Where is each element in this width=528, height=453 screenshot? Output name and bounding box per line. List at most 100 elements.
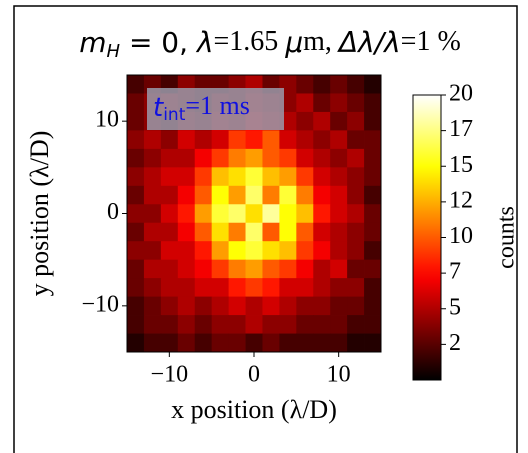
- heatmap-cell: [143, 204, 162, 224]
- heatmap-cell: [194, 259, 213, 279]
- heatmap-cell: [313, 333, 331, 353]
- heatmap-cell: [245, 315, 263, 334]
- heatmap-cell: [143, 315, 162, 334]
- heatmap-cell: [330, 259, 348, 279]
- heatmap-cell: [245, 185, 263, 205]
- heatmap-cell: [330, 130, 348, 150]
- title-part: H: [107, 41, 121, 62]
- y-tick-label: 10: [95, 107, 119, 133]
- heatmap-cell: [330, 185, 348, 205]
- heatmap-cell: [279, 296, 297, 316]
- heatmap-cell: [330, 296, 348, 316]
- heatmap-cell: [313, 130, 331, 150]
- heatmap-cell: [194, 204, 213, 224]
- heatmap-cell: [160, 241, 179, 261]
- heatmap-cell: [211, 296, 229, 316]
- heatmap-cell: [194, 296, 213, 316]
- heatmap-cell: [177, 222, 196, 242]
- heatmap-cell: [313, 222, 331, 242]
- heatmap-cell: [177, 167, 196, 187]
- heatmap-cell: [347, 259, 365, 279]
- heatmap-cell: [364, 241, 382, 261]
- heatmap-cell: [160, 222, 179, 242]
- heatmap-cell: [143, 259, 162, 279]
- heatmap-cell: [228, 222, 246, 242]
- heatmap-cell: [177, 204, 196, 224]
- heatmap-cell: [228, 241, 246, 261]
- heatmap-cell: [330, 333, 348, 353]
- heatmap-cell: [262, 222, 280, 242]
- heatmap-cell: [160, 333, 179, 353]
- colorbar-tick-label: 15: [449, 152, 473, 178]
- heatmap-cell: [347, 185, 365, 205]
- y-tick-label: −10: [81, 291, 119, 317]
- heatmap-cell: [313, 167, 331, 187]
- heatmap-cell: [245, 130, 263, 150]
- heatmap-cell: [279, 315, 297, 334]
- colorbar: [412, 94, 442, 381]
- heatmap-cell: [211, 315, 229, 334]
- heatmap-cell: [330, 75, 348, 94]
- heatmap-cell: [127, 93, 145, 113]
- heatmap-cell: [364, 148, 382, 168]
- heatmap-cell: [313, 148, 331, 168]
- heatmap-cell: [347, 333, 365, 353]
- heatmap-cell: [296, 278, 314, 297]
- heatmap-cell: [313, 241, 331, 261]
- heatmap-cell: [364, 222, 382, 242]
- annotation-part: int: [163, 105, 185, 125]
- title-part: m: [79, 26, 106, 59]
- heatmap-cell: [211, 333, 229, 353]
- heatmap-cell: [364, 259, 382, 279]
- heatmap-cell: [313, 278, 331, 297]
- heatmap-cell: [279, 333, 297, 353]
- heatmap-cell: [279, 278, 297, 297]
- heatmap-cell: [194, 333, 213, 353]
- heatmap-cell: [228, 148, 246, 168]
- heatmap-cell: [228, 278, 246, 297]
- heatmap-cell: [330, 241, 348, 261]
- heatmap-cell: [262, 130, 280, 150]
- heatmap-cell: [127, 296, 145, 316]
- annotation-part: =1 ms: [185, 91, 250, 120]
- heatmap-cell: [262, 148, 280, 168]
- heatmap-cell: [347, 111, 365, 131]
- heatmap-cell: [330, 315, 348, 334]
- heatmap-cell: [177, 315, 196, 334]
- heatmap-cell: [347, 278, 365, 297]
- heatmap-cell: [211, 278, 229, 297]
- heatmap-cell: [364, 75, 382, 94]
- heatmap-cell: [194, 278, 213, 297]
- heatmap-cell: [211, 222, 229, 242]
- title-part: λ: [195, 26, 214, 59]
- heatmap-cell: [177, 148, 196, 168]
- heatmap-cell: [143, 333, 162, 353]
- title-part: = 0,: [120, 26, 197, 59]
- heatmap-cell: [160, 167, 179, 187]
- heatmap-cell: [330, 278, 348, 297]
- colorbar-tick-label: 12: [449, 187, 473, 213]
- colorbar-tick-label: 7: [449, 259, 461, 285]
- annotation-box: [147, 88, 284, 130]
- heatmap-cell: [364, 204, 382, 224]
- heatmap-cell: [262, 167, 280, 187]
- heatmap-cell: [364, 93, 382, 113]
- heatmap-cell: [330, 93, 348, 113]
- heatmap-cell: [143, 222, 162, 242]
- heatmap-cell: [279, 167, 297, 187]
- heatmap-cell: [143, 278, 162, 297]
- heatmap-cell: [347, 130, 365, 150]
- heatmap-cell: [143, 130, 162, 150]
- title-part: =1 %: [401, 26, 461, 57]
- heatmap-cell: [262, 204, 280, 224]
- heatmap-cell: [245, 333, 263, 353]
- heatmap-cell: [313, 259, 331, 279]
- heatmap-cell: [228, 315, 246, 334]
- heatmap-cell: [245, 241, 263, 261]
- heatmap-cell: [177, 333, 196, 353]
- heatmap-cell: [313, 93, 331, 113]
- heatmap-cell: [160, 296, 179, 316]
- heatmap-cell: [177, 130, 196, 150]
- heatmap-cell: [245, 167, 263, 187]
